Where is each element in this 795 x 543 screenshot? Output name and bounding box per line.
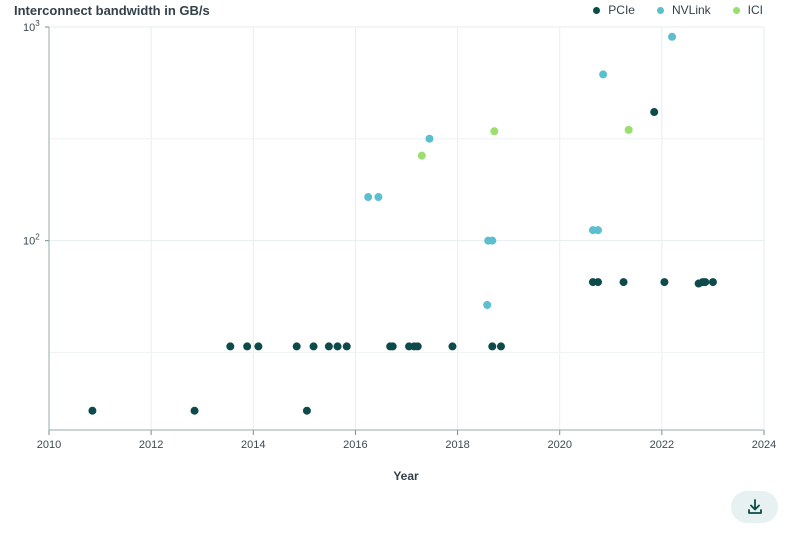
x-tick-label: 2020: [547, 439, 571, 451]
point-pcie[interactable]: [342, 342, 351, 351]
point-nvlink[interactable]: [364, 193, 373, 202]
legend-item-nvlink[interactable]: NVLink: [656, 3, 711, 17]
x-tick-label: 2022: [650, 439, 674, 451]
point-pcie[interactable]: [309, 342, 318, 351]
point-ici[interactable]: [624, 125, 633, 134]
legend-label-ici: ICI: [747, 3, 763, 17]
legend-label-pcie: PCIe: [608, 3, 635, 17]
legend-swatch-ici: [732, 6, 740, 14]
point-pcie[interactable]: [88, 406, 97, 415]
point-nvlink[interactable]: [374, 193, 383, 202]
point-pcie[interactable]: [496, 342, 505, 351]
y-tick-label: 103: [23, 19, 40, 34]
legend-swatch-nvlink: [656, 6, 664, 14]
point-pcie[interactable]: [488, 342, 497, 351]
y-tick-label: 102: [23, 233, 40, 248]
point-pcie[interactable]: [708, 278, 717, 287]
point-pcie[interactable]: [660, 278, 669, 287]
axes: [45, 26, 765, 435]
data-points: [88, 32, 717, 415]
point-pcie[interactable]: [448, 342, 457, 351]
legend-swatch-pcie: [593, 6, 601, 14]
x-tick-label: 2014: [241, 439, 265, 451]
point-nvlink[interactable]: [425, 134, 434, 143]
legend: PCIe NVLink ICI: [593, 3, 763, 17]
tick-labels: 2010 2012 2014 2016 2018 2020 2022 2024 102 103: [23, 19, 776, 451]
point-nvlink[interactable]: [594, 226, 603, 235]
point-ici[interactable]: [417, 151, 426, 160]
point-pcie[interactable]: [413, 342, 422, 351]
point-pcie[interactable]: [333, 342, 342, 351]
x-tick-label: 2012: [139, 439, 163, 451]
point-pcie[interactable]: [619, 278, 628, 287]
point-pcie[interactable]: [243, 342, 252, 351]
point-ici[interactable]: [490, 127, 499, 136]
legend-item-ici[interactable]: ICI: [732, 3, 763, 17]
point-nvlink[interactable]: [483, 300, 492, 309]
download-icon: [747, 499, 762, 514]
legend-label-nvlink: NVLink: [671, 3, 711, 17]
point-nvlink[interactable]: [599, 70, 608, 79]
x-tick-label: 2018: [445, 439, 469, 451]
x-axis-label: Year: [393, 469, 419, 483]
point-pcie[interactable]: [701, 278, 710, 287]
grid-lines: [48, 26, 765, 430]
point-pcie[interactable]: [292, 342, 301, 351]
point-pcie[interactable]: [594, 278, 603, 287]
point-pcie[interactable]: [388, 342, 397, 351]
x-tick-label: 2024: [752, 439, 776, 451]
x-tick-label: 2010: [37, 439, 61, 451]
point-pcie[interactable]: [650, 108, 659, 117]
chart-title: Interconnect bandwidth in GB/s: [14, 3, 210, 18]
point-nvlink[interactable]: [668, 32, 677, 41]
point-pcie[interactable]: [254, 342, 263, 351]
point-pcie[interactable]: [226, 342, 235, 351]
download-button[interactable]: [731, 491, 778, 523]
x-tick-label: 2016: [343, 439, 367, 451]
point-nvlink[interactable]: [488, 236, 497, 245]
point-pcie[interactable]: [324, 342, 333, 351]
point-pcie[interactable]: [302, 406, 311, 415]
legend-item-pcie[interactable]: PCIe: [593, 3, 635, 17]
point-pcie[interactable]: [190, 406, 199, 415]
